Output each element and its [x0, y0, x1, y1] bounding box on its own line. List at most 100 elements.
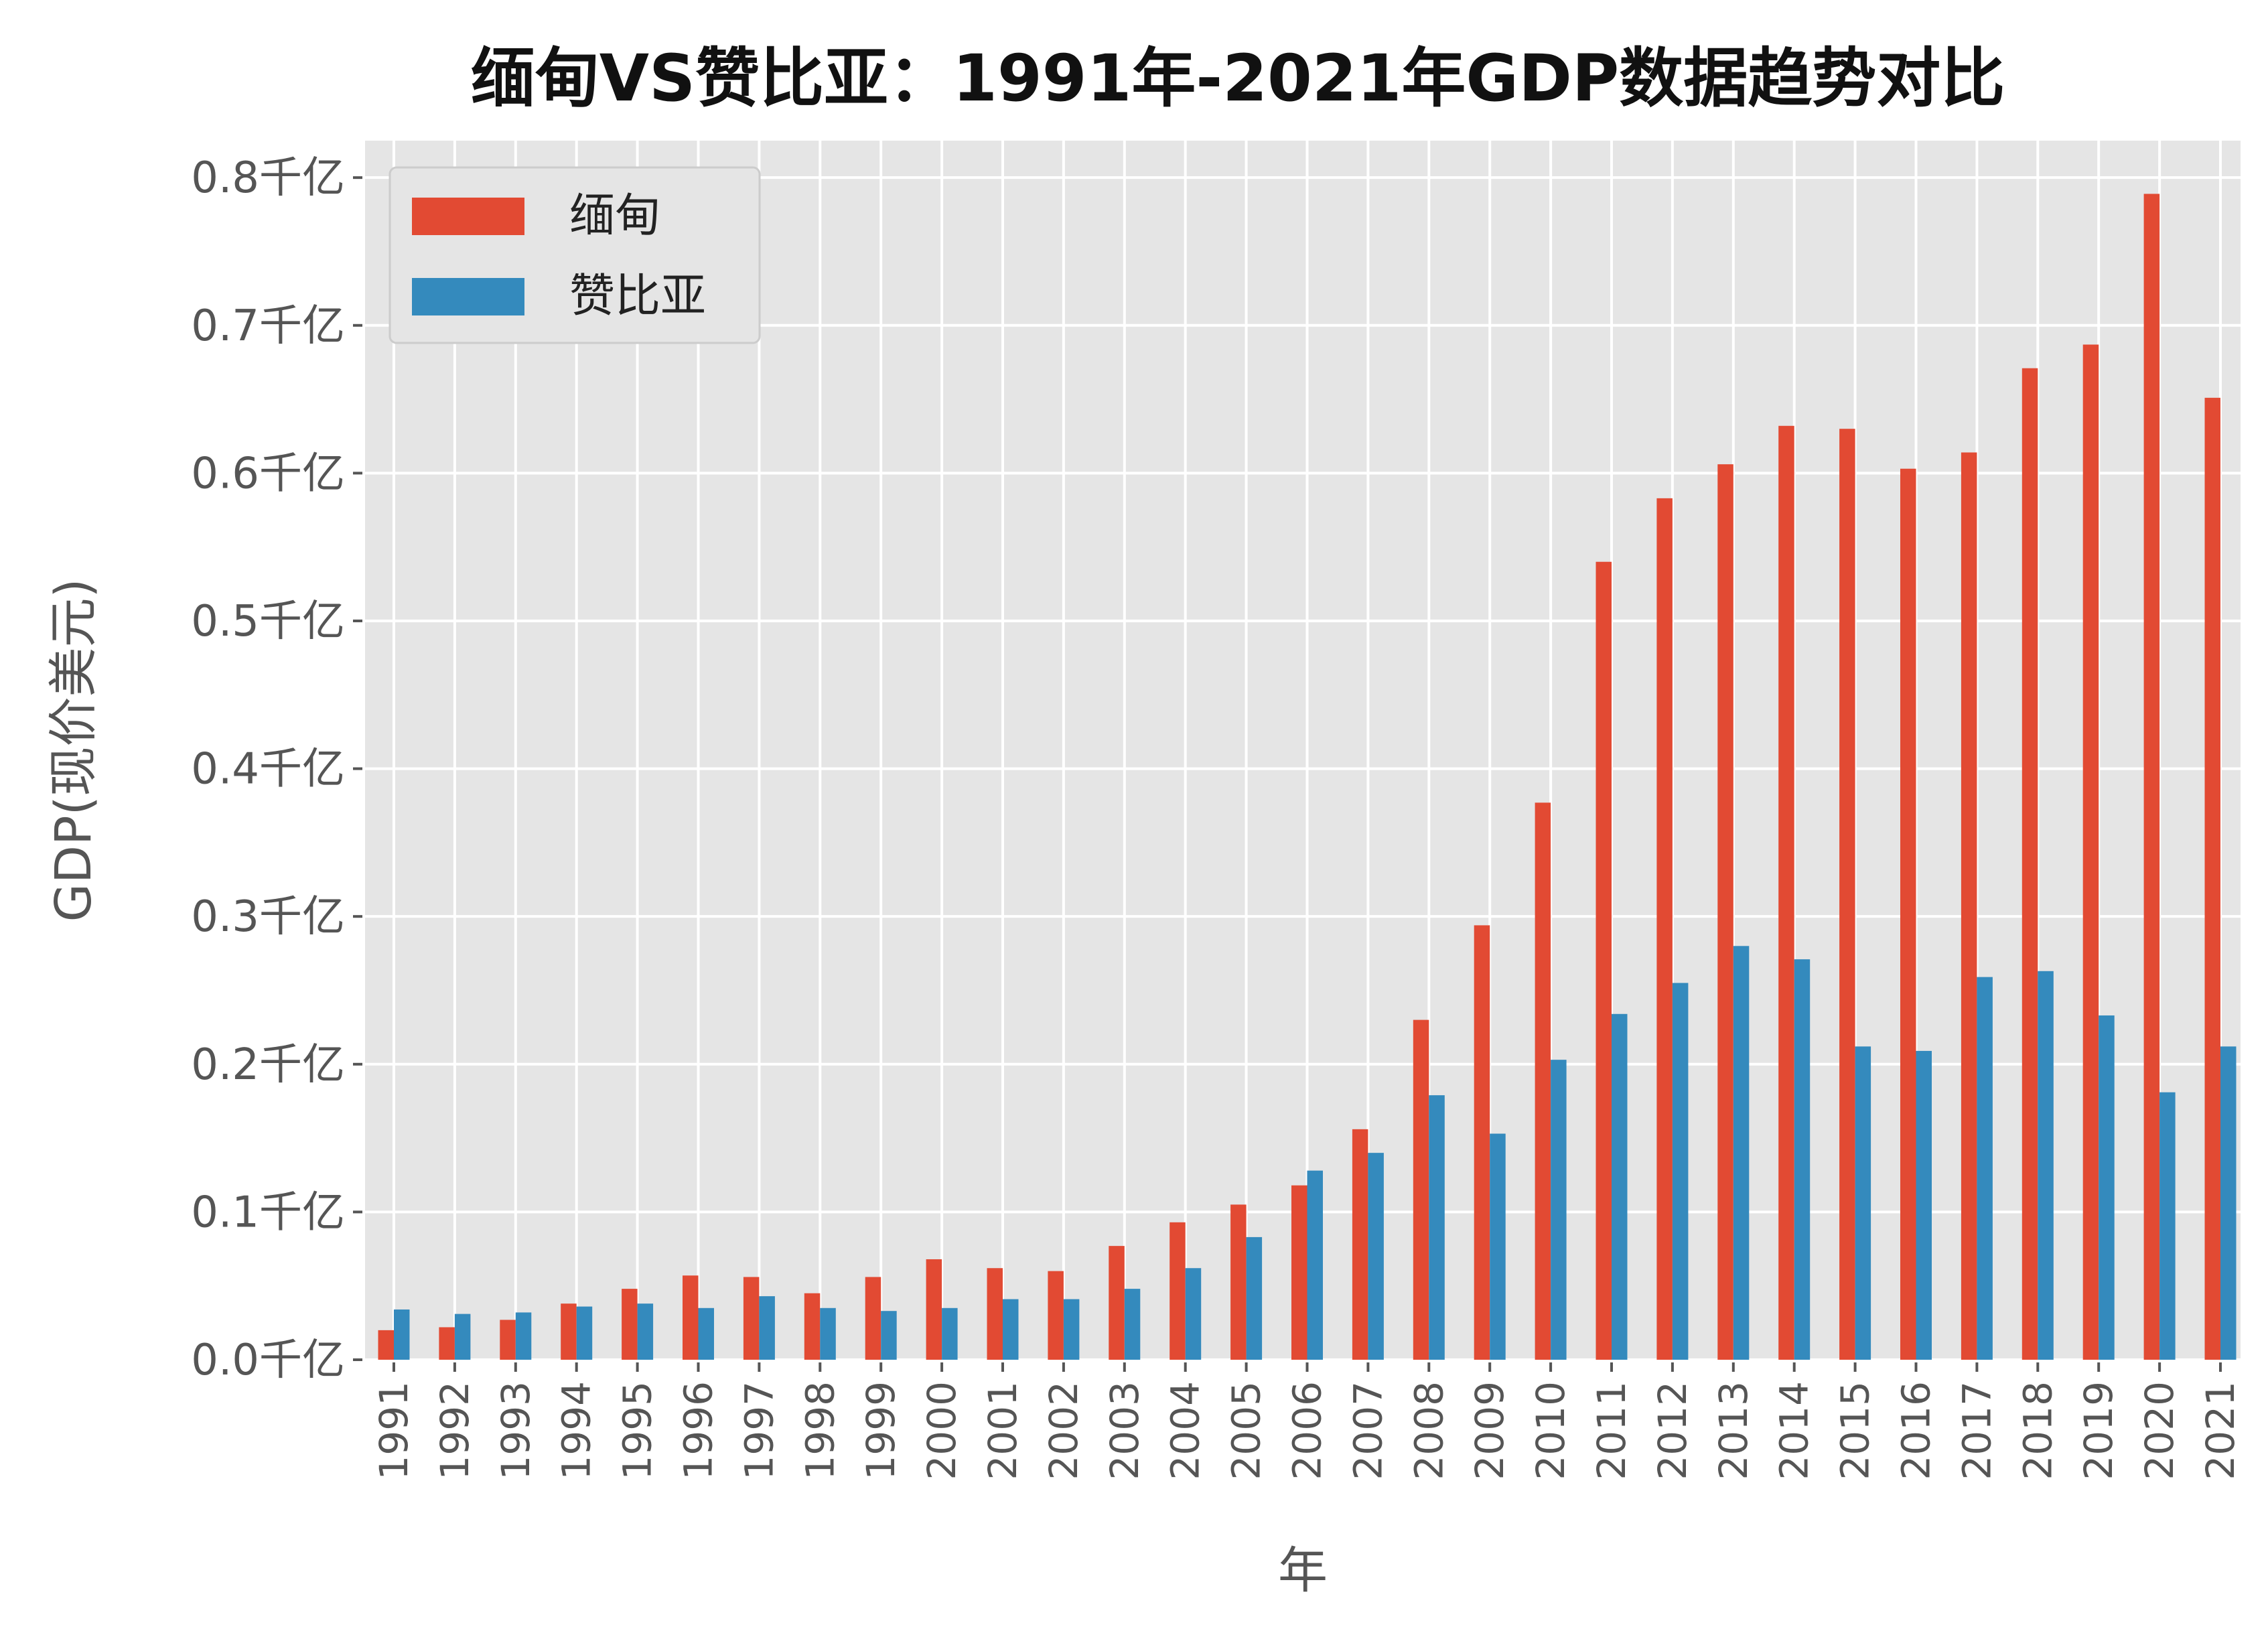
x-tick-label: 1997: [736, 1381, 782, 1480]
x-tick-label: 1995: [615, 1381, 660, 1480]
bar-zambia-2004: [1185, 1268, 1202, 1360]
bar-myanmar-2007: [1352, 1129, 1368, 1360]
legend-label-myanmar: 缅甸: [569, 190, 660, 242]
x-axis-label: 年: [1278, 1542, 1328, 1600]
x-tick-label: 2003: [1102, 1381, 1147, 1480]
x-tick-label: 2011: [1589, 1381, 1634, 1480]
bar-myanmar-1999: [865, 1277, 881, 1360]
x-tick-label: 2020: [2137, 1381, 2182, 1480]
x-tick-label: 2015: [1833, 1381, 1878, 1480]
x-tick-label: 2019: [2076, 1381, 2121, 1480]
x-tick-label: 1998: [797, 1381, 843, 1480]
x-tick-label: 1992: [432, 1381, 478, 1480]
bar-myanmar-2008: [1413, 1019, 1429, 1360]
bar-myanmar-2017: [1961, 452, 1977, 1360]
y-tick-label: 0.0千亿: [191, 1336, 345, 1385]
y-tick-label: 0.7千亿: [191, 301, 345, 351]
bar-zambia-2009: [1490, 1133, 1506, 1360]
x-tick-label: 2018: [2015, 1381, 2060, 1480]
y-tick-label: 0.4千亿: [191, 745, 345, 794]
bar-zambia-1996: [698, 1307, 714, 1360]
bar-zambia-2011: [1612, 1013, 1628, 1360]
bar-zambia-2007: [1368, 1153, 1384, 1360]
bar-zambia-2012: [1672, 983, 1689, 1360]
bar-zambia-1994: [576, 1306, 593, 1360]
bar-zambia-2015: [1855, 1046, 1871, 1360]
bar-myanmar-2015: [1839, 429, 1855, 1360]
bar-myanmar-1994: [561, 1303, 577, 1360]
bar-myanmar-2019: [2082, 344, 2099, 1360]
y-axis-ticks: 0.0千亿 0.1千亿 0.2千亿 0.3千亿 0.4千亿 0.5千亿 0.6千亿 0.7千亿…: [191, 153, 362, 1385]
bar-myanmar-2016: [1900, 468, 1916, 1360]
bar-zambia-1991: [394, 1309, 410, 1360]
legend-swatch-myanmar: [412, 198, 524, 235]
y-tick-label: 0.8千亿: [191, 153, 345, 203]
bar-myanmar-2003: [1109, 1246, 1125, 1360]
bar-myanmar-2012: [1656, 498, 1673, 1360]
x-tick-label: 2005: [1224, 1381, 1269, 1480]
bar-zambia-2006: [1307, 1170, 1323, 1360]
bar-myanmar-1998: [804, 1293, 821, 1360]
bar-zambia-1998: [820, 1307, 836, 1360]
bar-myanmar-2006: [1291, 1185, 1307, 1360]
bar-zambia-2000: [942, 1307, 958, 1360]
x-tick-label: 1999: [858, 1381, 904, 1480]
bar-zambia-2019: [2099, 1015, 2115, 1360]
bar-zambia-1997: [759, 1296, 775, 1360]
x-axis-ticks: 1991 1992 1993 1994 1995 1996 1997 1998 1999 2000…: [371, 1362, 2243, 1480]
y-tick-label: 0.2千亿: [191, 1040, 345, 1090]
x-tick-label: 2004: [1163, 1381, 1208, 1480]
bar-zambia-2014: [1794, 959, 1811, 1360]
bar-zambia-2021: [2220, 1046, 2237, 1360]
bar-myanmar-2009: [1474, 925, 1490, 1360]
x-tick-label: 1994: [554, 1381, 599, 1480]
bar-zambia-2020: [2159, 1092, 2176, 1360]
x-tick-label: 2008: [1406, 1381, 1451, 1480]
bar-myanmar-1993: [500, 1320, 516, 1360]
bar-myanmar-1992: [439, 1327, 455, 1360]
bar-zambia-2010: [1551, 1060, 1567, 1360]
bar-myanmar-2011: [1596, 561, 1612, 1360]
x-tick-label: 2014: [1772, 1381, 1817, 1480]
bar-zambia-2016: [1916, 1050, 1932, 1360]
bar-myanmar-1997: [743, 1277, 760, 1360]
bar-myanmar-2005: [1230, 1204, 1247, 1360]
x-tick-label: 2009: [1467, 1381, 1512, 1480]
bar-myanmar-2020: [2143, 194, 2160, 1360]
bar-zambia-2002: [1063, 1299, 1080, 1360]
bar-zambia-2008: [1429, 1095, 1445, 1360]
bar-myanmar-2021: [2204, 397, 2220, 1360]
bar-zambia-1999: [881, 1311, 897, 1360]
bar-zambia-1992: [454, 1314, 471, 1360]
y-tick-label: 0.1千亿: [191, 1188, 345, 1237]
bar-myanmar-2004: [1170, 1222, 1186, 1360]
x-tick-label: 2012: [1650, 1381, 1695, 1480]
x-tick-label: 2016: [1894, 1381, 1939, 1480]
bar-myanmar-2014: [1778, 425, 1794, 1360]
bar-myanmar-2000: [926, 1259, 942, 1360]
bar-zambia-1995: [637, 1303, 654, 1360]
x-tick-label: 2001: [980, 1381, 1025, 1480]
legend-swatch-zambia: [412, 278, 524, 315]
x-tick-label: 2010: [1528, 1381, 1573, 1480]
x-tick-label: 1996: [676, 1381, 721, 1480]
bar-myanmar-1991: [378, 1330, 394, 1360]
x-tick-label: 2007: [1345, 1381, 1391, 1480]
bar-myanmar-1995: [622, 1289, 638, 1360]
bar-myanmar-2018: [2022, 368, 2038, 1360]
bar-myanmar-2013: [1717, 464, 1733, 1360]
x-tick-label: 2006: [1285, 1381, 1330, 1480]
bar-zambia-1993: [515, 1312, 532, 1360]
x-tick-label: 2021: [2198, 1381, 2243, 1480]
x-tick-label: 1993: [493, 1381, 539, 1480]
bar-zambia-2003: [1124, 1289, 1141, 1360]
bars: [378, 194, 2237, 1360]
bar-zambia-2018: [2038, 971, 2054, 1360]
bar-myanmar-1996: [683, 1275, 699, 1360]
bar-zambia-2001: [1003, 1299, 1019, 1360]
legend: 缅甸 赞比亚: [388, 166, 761, 344]
bar-myanmar-2001: [987, 1268, 1003, 1360]
y-tick-label: 0.3千亿: [191, 892, 345, 942]
x-tick-label: 2002: [1041, 1381, 1086, 1480]
